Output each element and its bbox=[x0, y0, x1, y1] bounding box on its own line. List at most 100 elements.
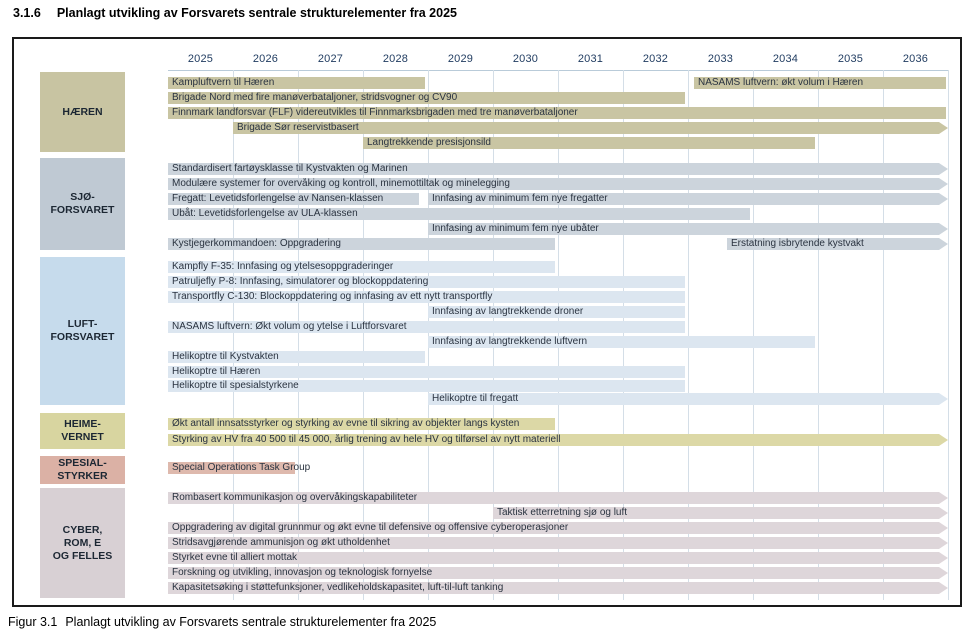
year-label-2028: 2028 bbox=[382, 53, 409, 65]
year-label-2029: 2029 bbox=[447, 53, 474, 65]
gridline bbox=[883, 70, 884, 600]
gantt-bar: Brigade Nord med fire manøverbataljoner,… bbox=[168, 92, 685, 104]
gantt-bar: Ubåt: Levetidsforlengelse av ULA-klassen bbox=[168, 208, 750, 220]
gantt-bar-label: Modulære systemer for overvåking og kont… bbox=[172, 178, 510, 189]
gantt-bar-label: Patruljefly P-8: Innfasing, simulatorer … bbox=[172, 276, 429, 287]
gantt-bar: Helikoptre til spesialstyrkene bbox=[168, 380, 685, 392]
gantt-bar-label: Innfasing av minimum fem nye fregatter bbox=[432, 193, 608, 204]
gridline bbox=[363, 70, 364, 600]
gantt-bar-label: Helikoptre til spesialstyrkene bbox=[172, 380, 299, 391]
gridline bbox=[233, 70, 234, 600]
gantt-bar: Styrking av HV fra 40 500 til 45 000, år… bbox=[168, 434, 948, 446]
gantt-bar-label: Helikoptre til fregatt bbox=[432, 393, 519, 404]
gridline bbox=[493, 70, 494, 600]
section-label-line: FORSVARET bbox=[50, 331, 115, 343]
gantt-bar: Langtrekkende presisjonsild bbox=[363, 137, 815, 149]
gantt-bar: Erstatning isbrytende kystvakt bbox=[727, 238, 948, 250]
gantt-bar-label: Brigade Sør reservistbasert bbox=[237, 122, 359, 133]
gantt-bar-label: Erstatning isbrytende kystvakt bbox=[731, 238, 864, 249]
year-label-2031: 2031 bbox=[577, 53, 604, 65]
caption-label: Figur 3.1 bbox=[8, 615, 58, 629]
gantt-bar: Special Operations Task Group bbox=[168, 462, 311, 474]
gridline bbox=[623, 70, 624, 600]
gridline bbox=[818, 70, 819, 600]
year-label-2032: 2032 bbox=[642, 53, 669, 65]
section-label-line: CYBER, bbox=[62, 523, 103, 536]
gantt-bar: NASAMS luftvern: Økt volum og ytelse i L… bbox=[168, 321, 685, 333]
gridline bbox=[948, 70, 949, 600]
heading-number: 3.1.6 bbox=[13, 6, 41, 20]
section-label-line: STYRKER bbox=[57, 470, 108, 482]
section-label-cyber-rom-e-og-felles: CYBER, ROM, E OG FELLES bbox=[40, 488, 125, 598]
gantt-bar-label: Kapasitetsøking i støttefunksjoner, vedl… bbox=[172, 582, 504, 593]
gantt-bar-label: Langtrekkende presisjonsild bbox=[367, 137, 491, 148]
gantt-bar-label: Innfasing av minimum fem nye ubåter bbox=[432, 223, 599, 234]
gantt-bar: Fregatt: Levetidsforlengelse av Nansen-k… bbox=[168, 193, 419, 205]
gantt-bar-label: Fregatt: Levetidsforlengelse av Nansen-k… bbox=[172, 193, 384, 204]
gridline bbox=[753, 70, 754, 600]
gantt-bar: Standardisert fartøysklasse til Kystvakt… bbox=[168, 163, 948, 175]
section-label-line: FORSVARET bbox=[50, 204, 115, 216]
gantt-bar: Kapasitetsøking i støttefunksjoner, vedl… bbox=[168, 582, 948, 594]
gantt-bar: Finnmark landforsvar (FLF) videreutvikle… bbox=[168, 107, 946, 119]
section-label-luftforsvaret: LUFT- FORSVARET bbox=[40, 257, 125, 405]
section-label-line: ROM, E bbox=[63, 536, 102, 549]
gantt-bar-label: Oppgradering av digital grunnmur og økt … bbox=[172, 522, 569, 533]
gantt-bar: Økt antall innsatsstyrker og styrking av… bbox=[168, 418, 555, 430]
gantt-bar: Innfasing av langtrekkende droner bbox=[428, 306, 685, 318]
gantt-bar: Kampluftvern til Hæren bbox=[168, 77, 425, 89]
gantt-bar: Helikoptre til Kystvakten bbox=[168, 351, 425, 363]
gantt-bar: Kystjegerkommandoen: Oppgradering bbox=[168, 238, 555, 250]
gantt-bar: Stridsavgjørende ammunisjon og økt uthol… bbox=[168, 537, 948, 549]
section-label-line: VERNET bbox=[61, 431, 104, 443]
gantt-bar: Patruljefly P-8: Innfasing, simulatorer … bbox=[168, 276, 685, 288]
gantt-bar-label: Standardisert fartøysklasse til Kystvakt… bbox=[172, 163, 408, 174]
gantt-bar-label: Transportfly C-130: Blockoppdatering og … bbox=[172, 291, 493, 302]
gantt-bar-label: Kystjegerkommandoen: Oppgradering bbox=[172, 238, 341, 249]
gantt-bar: Transportfly C-130: Blockoppdatering og … bbox=[168, 291, 685, 303]
year-label-2033: 2033 bbox=[707, 53, 734, 65]
section-label-heimevernet: HEIME- VERNET bbox=[40, 413, 125, 449]
gantt-bar-label: Finnmark landforsvar (FLF) videreutvikle… bbox=[172, 107, 578, 118]
section-label-line: OG FELLES bbox=[52, 549, 113, 562]
gantt-bar: Taktisk etterretning sjø og luft bbox=[493, 507, 948, 519]
gantt-bar-label: Innfasing av langtrekkende luftvern bbox=[432, 336, 588, 347]
heading-text: Planlagt utvikling av Forsvarets sentral… bbox=[56, 6, 457, 20]
gantt-bar: Innfasing av minimum fem nye ubåter bbox=[428, 223, 948, 235]
year-label-2025: 2025 bbox=[187, 53, 214, 65]
gantt-bar-label: Stridsavgjørende ammunisjon og økt uthol… bbox=[172, 537, 390, 548]
gantt-bar: Oppgradering av digital grunnmur og økt … bbox=[168, 522, 948, 534]
gridline bbox=[688, 70, 689, 600]
gantt-bar-label: Økt antall innsatsstyrker og styrking av… bbox=[172, 418, 520, 429]
gantt-bar-label: Helikoptre til Hæren bbox=[172, 366, 261, 377]
gantt-bar: Innfasing av langtrekkende luftvern bbox=[428, 336, 815, 348]
section-label-line: SJØ- bbox=[70, 191, 95, 203]
gantt-bar-label: Rombasert kommunikasjon og overvåkingska… bbox=[172, 492, 418, 503]
gantt-bar: Kampfly F-35: Innfasing og ytelsesoppgra… bbox=[168, 261, 555, 273]
gantt-bar: NASAMS luftvern: økt volum i Hæren bbox=[694, 77, 946, 89]
section-heading: 3.1.6 Planlagt utvikling av Forsvarets se… bbox=[13, 6, 457, 20]
gantt-bar-label: Kampluftvern til Hæren bbox=[172, 77, 275, 88]
gantt-bar: Innfasing av minimum fem nye fregatter bbox=[428, 193, 948, 205]
section-label-line: HEIME- bbox=[64, 418, 101, 430]
year-label-2026: 2026 bbox=[252, 53, 279, 65]
gantt-bar-label: Kampfly F-35: Innfasing og ytelsesoppgra… bbox=[172, 261, 394, 272]
gantt-bar-label: NASAMS luftvern: økt volum i Hæren bbox=[698, 77, 864, 88]
gantt-bar-label: NASAMS luftvern: Økt volum og ytelse i L… bbox=[172, 321, 407, 332]
gantt-bar-label: Special Operations Task Group bbox=[172, 462, 311, 473]
gantt-bar: Forskning og utvikling, innovasjon og te… bbox=[168, 567, 948, 579]
year-label-2036: 2036 bbox=[902, 53, 929, 65]
gantt-bar-label: Styrket evne til alliert mottak bbox=[172, 552, 298, 563]
gantt-bar: Modulære systemer for overvåking og kont… bbox=[168, 178, 948, 190]
gantt-bar-label: Taktisk etterretning sjø og luft bbox=[497, 507, 628, 518]
section-label-haeren: HÆREN bbox=[40, 72, 125, 152]
gantt-bar-label: Innfasing av langtrekkende droner bbox=[432, 306, 584, 317]
section-label-spesialstyrker: SPESIAL- STYRKER bbox=[40, 456, 125, 484]
gantt-bar-label: Helikoptre til Kystvakten bbox=[172, 351, 279, 362]
gantt-bar-label: Brigade Nord med fire manøverbataljoner,… bbox=[172, 92, 458, 103]
year-label-2027: 2027 bbox=[317, 53, 344, 65]
section-label-line: LUFT- bbox=[67, 318, 98, 330]
year-label-2030: 2030 bbox=[512, 53, 539, 65]
section-label-sjoforsvaret: SJØ- FORSVARET bbox=[40, 158, 125, 250]
